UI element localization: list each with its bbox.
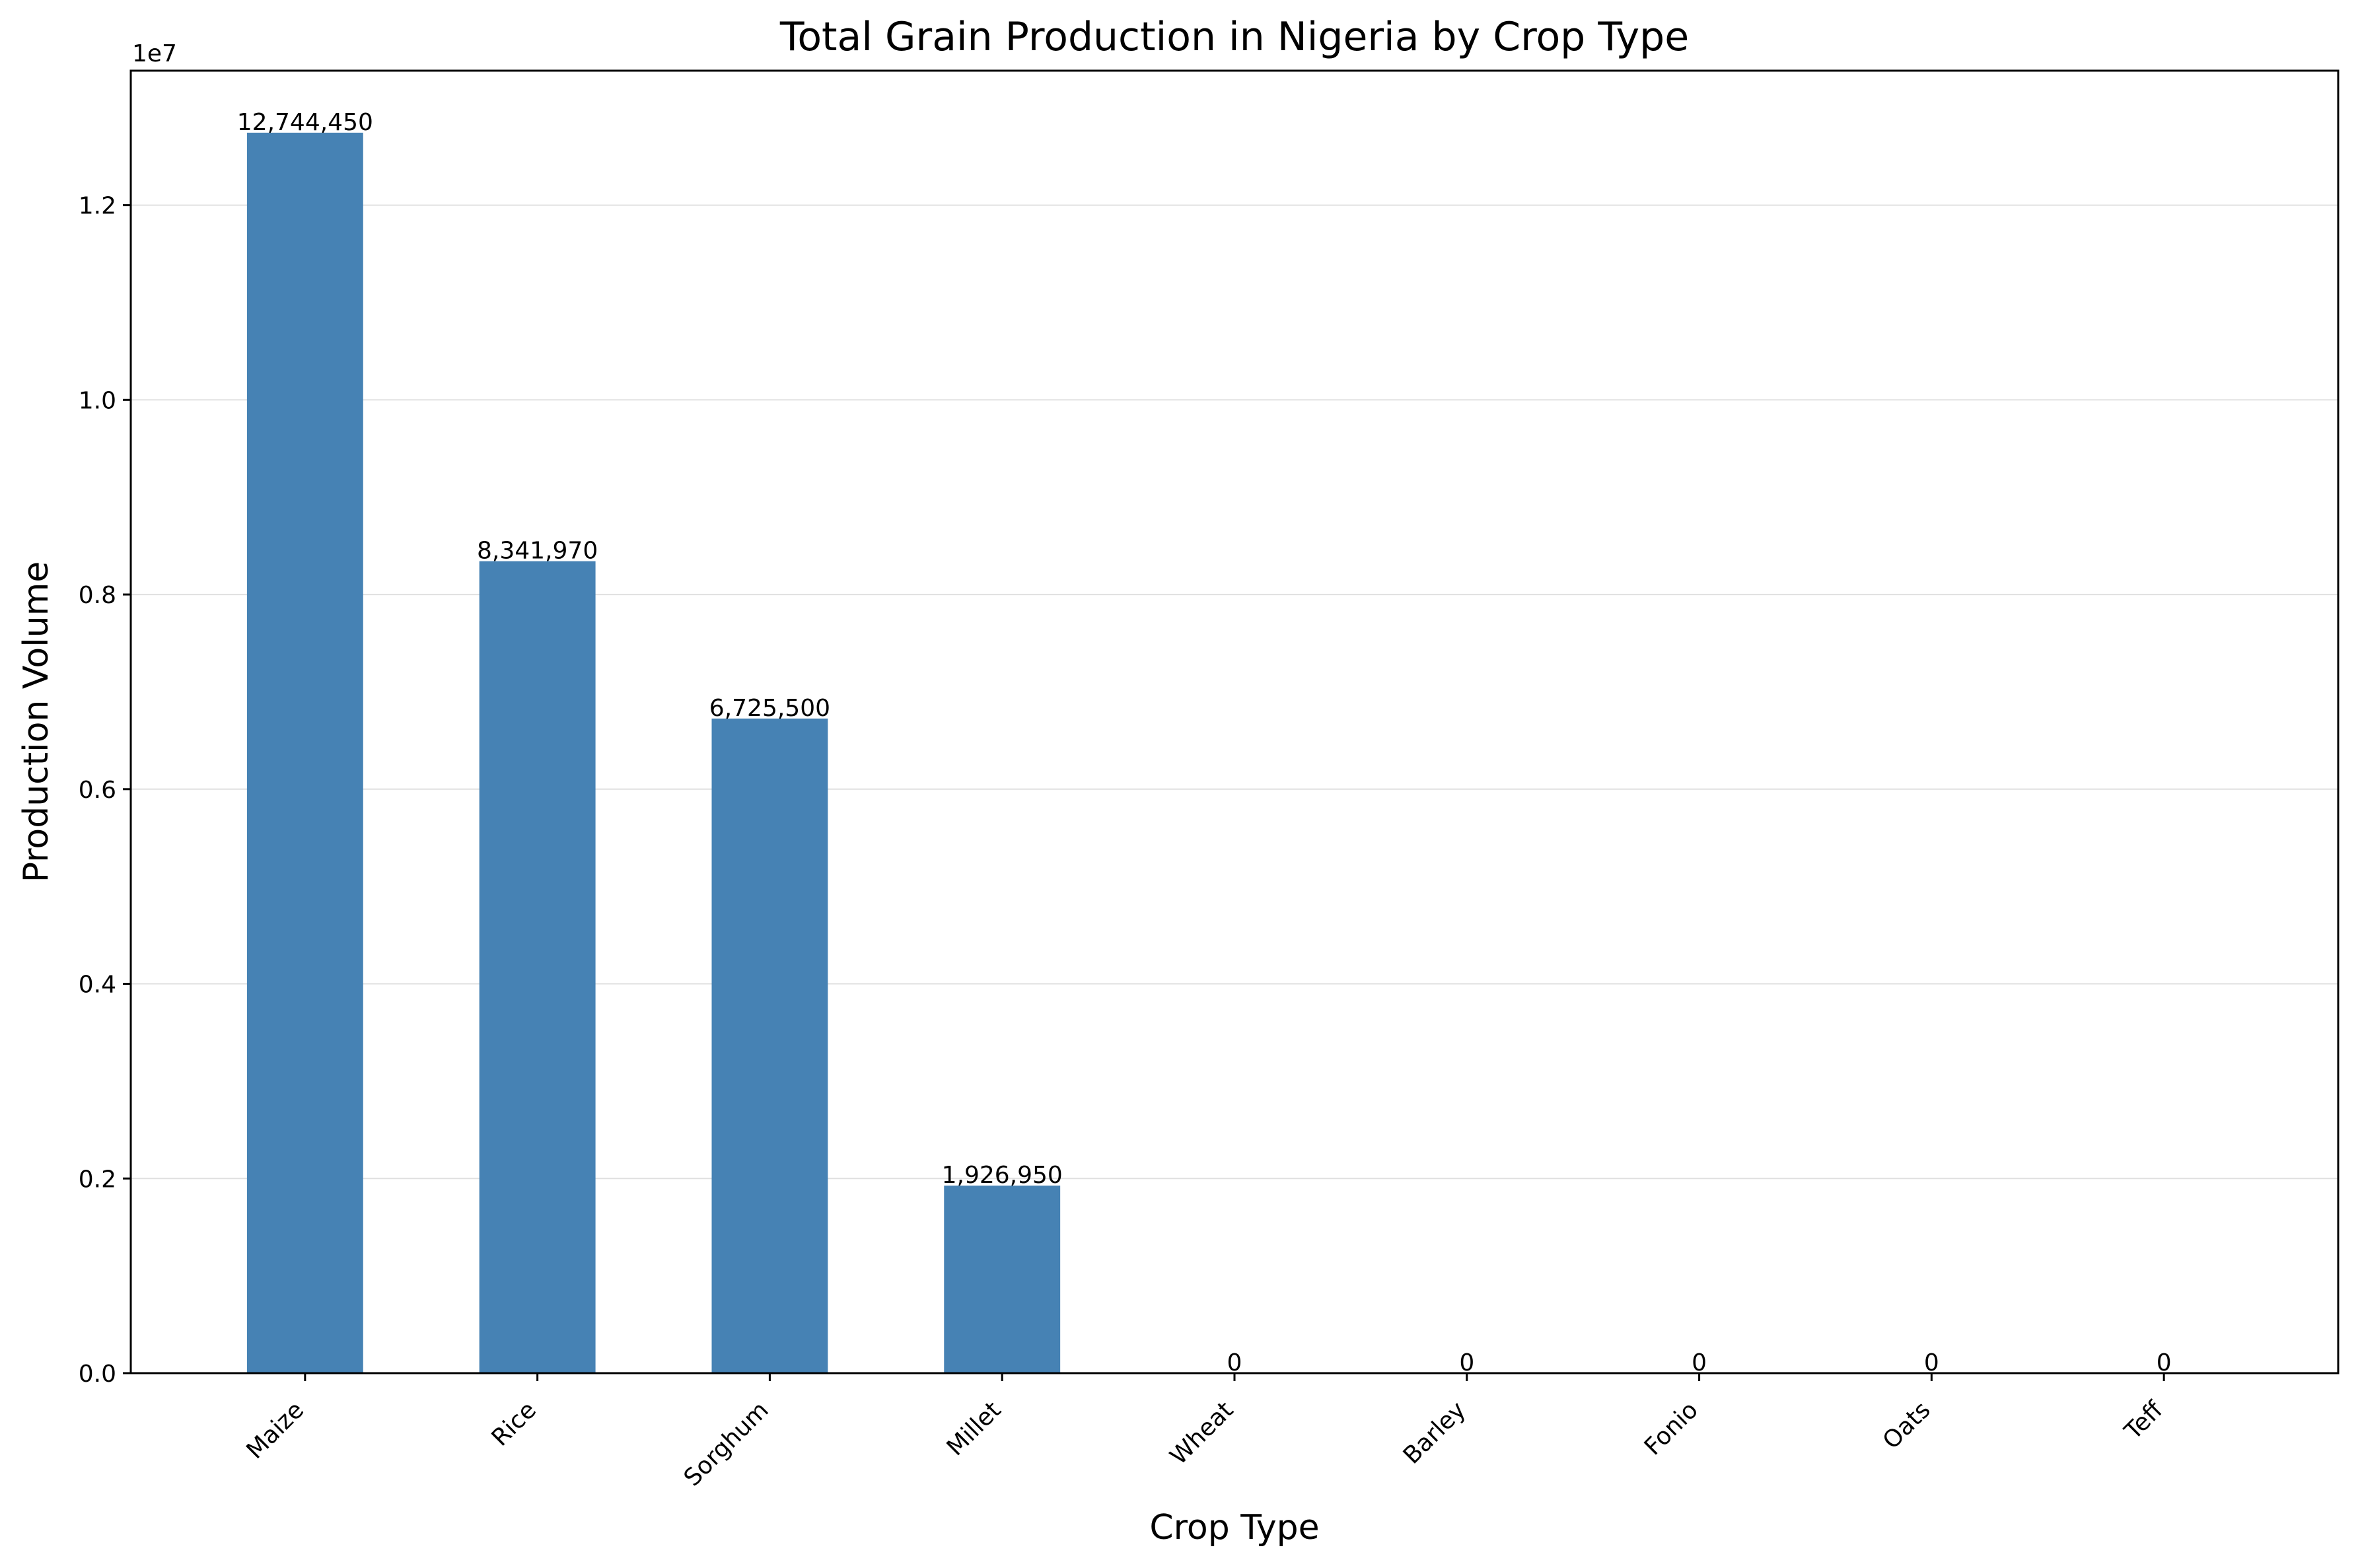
data-label-sorghum: 6,725,500 [709,695,830,722]
bar-rice [479,561,596,1373]
data-label-oats: 0 [1924,1349,1939,1376]
y-axis-offset-label: 1e7 [132,40,177,67]
data-label-teff: 0 [2157,1349,2172,1376]
chart-title: Total Grain Production in Nigeria by Cro… [779,14,1689,60]
bars [246,132,1061,1373]
data-label-wheat: 0 [1227,1349,1242,1376]
data-label-fonio: 0 [1692,1349,1707,1376]
gridlines [131,204,2338,1374]
y-tick-label: 0.2 [79,1166,116,1193]
bar-millet [944,1186,1061,1373]
data-labels: 12,744,450 8,341,970 6,725,500 1,926,950 0 0 0… [237,109,2172,1376]
data-label-millet: 1,926,950 [942,1162,1063,1189]
x-axis-ticks: Maize Rice Sorghum Millet Wheat Barley Fonio Oa… [242,1373,2168,1491]
x-tick-label: Millet [942,1396,1007,1461]
bar-sorghum [711,718,828,1373]
x-tick-label: Barley [1398,1396,1471,1469]
y-tick-label: 0.8 [79,582,116,609]
y-tick-label: 1.2 [79,193,116,220]
y-tick-label: 0.4 [79,972,116,999]
x-tick-label: Rice [487,1396,542,1451]
data-label-barley: 0 [1459,1349,1474,1376]
x-tick-label: Teff [2119,1396,2168,1446]
y-axis-label: Production Volume [17,561,56,883]
data-label-maize: 12,744,450 [237,109,373,136]
x-tick-label: Fonio [1639,1396,1703,1460]
y-tick-label: 1.0 [79,387,116,414]
bar-maize [246,132,363,1373]
y-axis-ticks: 0.0 0.2 0.4 0.6 0.8 1.0 1.2 [79,193,131,1388]
x-tick-label: Oats [1878,1396,1936,1454]
x-tick-label: Wheat [1165,1396,1239,1470]
x-tick-label: Sorghum [679,1396,774,1491]
x-axis-label: Crop Type [1149,1508,1319,1548]
x-tick-label: Maize [242,1396,310,1464]
plot-frame [129,69,2340,1374]
data-label-rice: 8,341,970 [477,538,598,565]
y-tick-label: 0.0 [79,1361,116,1388]
y-tick-label: 0.6 [79,777,116,804]
